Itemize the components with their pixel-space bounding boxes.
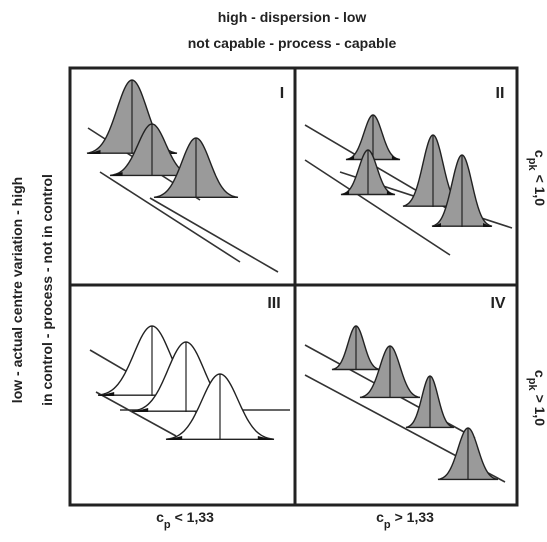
diagonal-line (95, 391, 177, 437)
symbol: c (156, 509, 164, 525)
symbol: c (376, 509, 384, 525)
subscript: p (164, 519, 171, 531)
left-label: low - actual centre variation - high (9, 177, 25, 403)
relation: > 1,33 (395, 509, 435, 525)
right-label: cpk < 1,0 (526, 150, 547, 206)
quadrant-label: IV (490, 295, 505, 312)
quadrant-label: II (496, 85, 505, 102)
header-line: not capable - process - capable (188, 35, 397, 51)
bottom-label: cp < 1,33 (156, 509, 214, 531)
tail (257, 436, 274, 440)
relation: < 1,0 (532, 175, 547, 207)
quadrant-label: III (267, 295, 280, 312)
header-line: high - dispersion - low (218, 9, 367, 25)
tail (346, 156, 355, 160)
quadrant-label: I (280, 85, 284, 102)
tail (166, 436, 183, 440)
tail (483, 223, 492, 227)
tail (132, 408, 149, 412)
diagonal-line (149, 197, 279, 273)
tail (432, 223, 441, 227)
distributions (86, 79, 513, 483)
subscript: pk (526, 158, 538, 172)
diagonal-line (304, 159, 451, 256)
tail (391, 156, 400, 160)
relation: > 1,0 (532, 395, 547, 427)
symbol: c (532, 150, 547, 158)
tail (341, 191, 350, 195)
bottom-label: cp > 1,33 (376, 509, 434, 531)
tail (98, 392, 115, 396)
subscript: p (384, 519, 391, 531)
tail (386, 191, 395, 195)
diagonal-line (99, 171, 241, 263)
tail (110, 172, 123, 176)
right-label: cpk > 1,0 (526, 370, 547, 426)
tail (87, 150, 101, 154)
relation: < 1,33 (175, 509, 215, 525)
symbol: c (532, 370, 547, 378)
left-label: in control - process - not in control (39, 174, 55, 406)
subscript: pk (526, 378, 538, 392)
